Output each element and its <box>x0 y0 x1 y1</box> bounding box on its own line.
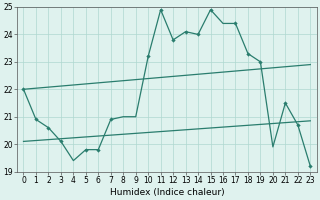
X-axis label: Humidex (Indice chaleur): Humidex (Indice chaleur) <box>109 188 224 197</box>
